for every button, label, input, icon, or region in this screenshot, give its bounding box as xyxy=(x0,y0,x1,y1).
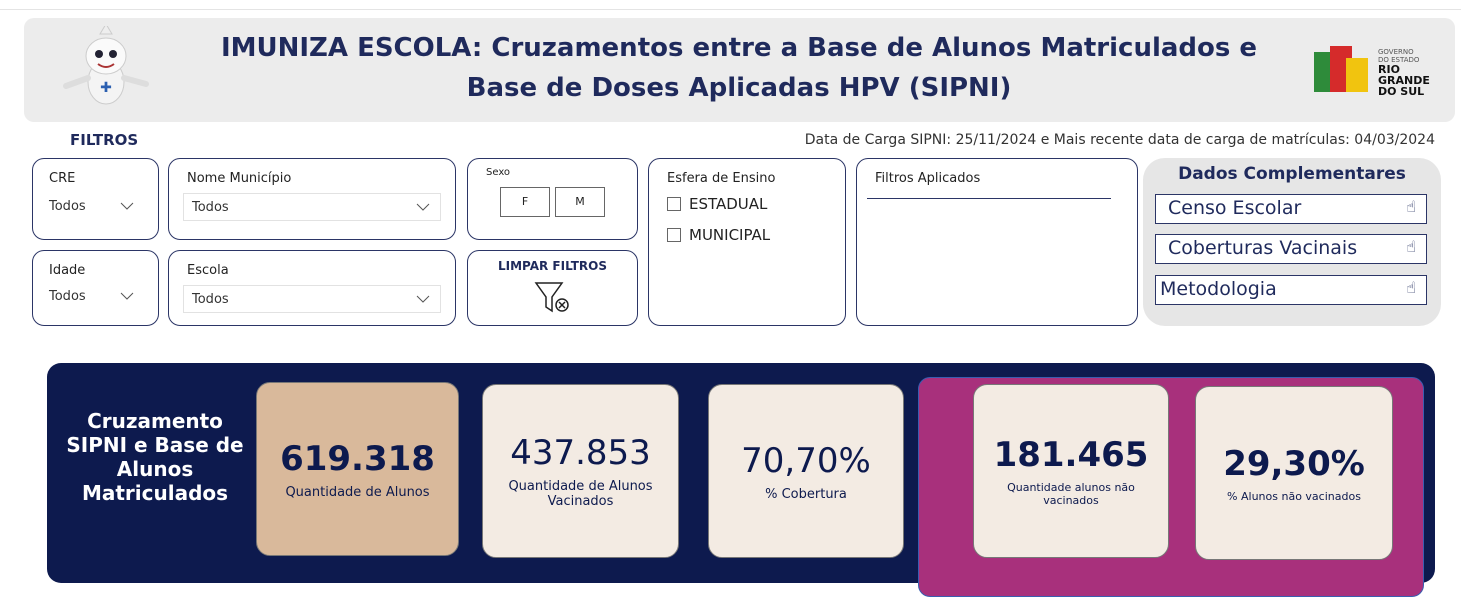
kpi-label: % Alunos não vacinados xyxy=(1213,490,1375,503)
kpi-label: % Cobertura xyxy=(751,487,861,502)
kpi-card: 70,70% % Cobertura xyxy=(708,384,904,558)
filter-label: Escola xyxy=(187,263,229,278)
dashboard: ✚ IMUNIZA ESCOLA: Cruzamentos entre a Ba… xyxy=(0,0,1461,562)
logo-line: GOVERNO xyxy=(1378,48,1430,56)
filter-label: Esfera de Ensino xyxy=(667,171,775,186)
dropdown[interactable]: Todos xyxy=(183,193,441,221)
option-text: MUNICIPAL xyxy=(689,226,770,244)
dropdown-value: Todos xyxy=(192,292,229,307)
kpi-value: 70,70% xyxy=(741,441,871,481)
sexo-filter: Sexo F M xyxy=(467,158,638,240)
kpi-card: 437.853 Quantidade de Alunos Vacinados xyxy=(482,384,679,558)
header-title: IMUNIZA ESCOLA: Cruzamentos entre a Base… xyxy=(184,28,1294,108)
mascot: ✚ xyxy=(60,26,150,112)
clear-label: LIMPAR FILTROS xyxy=(468,259,637,273)
kpi-value: 29,30% xyxy=(1223,444,1365,484)
dropdown[interactable]: Todos xyxy=(41,193,144,221)
kpi-card: 181.465 Quantidade alunos não vacinados xyxy=(973,384,1169,558)
svg-text:✚: ✚ xyxy=(100,80,112,96)
link-button[interactable]: Censo Escolar☝ xyxy=(1155,194,1427,224)
link-button[interactable]: Metodologia☝ xyxy=(1155,275,1427,305)
kpi-label: Quantidade alunos não vacinados xyxy=(974,481,1168,507)
kpi-card: 29,30% % Alunos não vacinados xyxy=(1195,386,1393,560)
kpi-title: Cruzamento SIPNI e Base de Alunos Matric… xyxy=(65,409,245,505)
esfera-filter: Esfera de Ensino ESTADUAL MUNICIPAL xyxy=(648,158,846,326)
filters-title: FILTROS xyxy=(70,131,138,149)
filter-label: Sexo xyxy=(486,167,510,178)
clear-icon xyxy=(534,281,574,315)
filter-label: Filtros Aplicados xyxy=(875,171,980,186)
kpi-card: 619.318 Quantidade de Alunos xyxy=(256,382,459,556)
applied-filters: Filtros Aplicados xyxy=(856,158,1138,326)
dropdown-value: Todos xyxy=(49,289,86,304)
kpi-label: Quantidade de Alunos Vacinados xyxy=(483,479,678,509)
logo-line: DO SUL xyxy=(1378,86,1430,97)
clear-filters[interactable]: LIMPAR FILTROS xyxy=(467,250,638,326)
municipio-filter: Nome Município Todos xyxy=(168,158,456,240)
dropdown[interactable]: Todos xyxy=(183,285,441,313)
complementary-panel: Dados Complementares Censo Escolar☝ Cobe… xyxy=(1143,158,1441,326)
checkbox-option[interactable]: ESTADUAL xyxy=(667,195,767,213)
kpi-label: Quantidade de Alunos xyxy=(271,485,443,500)
dropdown-value: Todos xyxy=(192,200,229,215)
filter-label: Nome Município xyxy=(187,171,291,186)
idade-filter: Idade Todos xyxy=(32,250,159,326)
link-button[interactable]: Coberturas Vacinais☝ xyxy=(1155,234,1427,264)
kpi-value: 437.853 xyxy=(510,433,651,473)
load-info: Data de Carga SIPNI: 25/11/2024 e Mais r… xyxy=(805,132,1435,148)
logo-text: GOVERNO DO ESTADO RIO GRANDE DO SUL xyxy=(1378,48,1430,97)
filter-label: Idade xyxy=(49,263,85,278)
link-text: Metodologia xyxy=(1160,278,1277,300)
dropdown-value: Todos xyxy=(49,199,86,214)
top-rule xyxy=(0,9,1461,10)
panel-title: Dados Complementares xyxy=(1143,164,1441,184)
kpi-value: 181.465 xyxy=(994,435,1149,475)
sexo-option[interactable]: F xyxy=(500,187,550,217)
kpi-value: 619.318 xyxy=(280,439,435,479)
link-text: Censo Escolar xyxy=(1168,197,1301,219)
checkbox-option[interactable]: MUNICIPAL xyxy=(667,226,770,244)
divider xyxy=(867,198,1111,199)
link-text: Coberturas Vacinais xyxy=(1168,237,1357,259)
logo-mark xyxy=(1308,42,1378,96)
header: ✚ IMUNIZA ESCOLA: Cruzamentos entre a Ba… xyxy=(24,18,1455,122)
dropdown[interactable]: Todos xyxy=(41,283,144,311)
cre-filter: CRE Todos xyxy=(32,158,159,240)
sexo-option[interactable]: M xyxy=(555,187,605,217)
page: Imuniza Escola {"header":{"title":"IMUNI… xyxy=(0,0,1461,562)
filter-label: CRE xyxy=(49,171,75,186)
escola-filter: Escola Todos xyxy=(168,250,456,326)
option-text: ESTADUAL xyxy=(689,195,767,213)
